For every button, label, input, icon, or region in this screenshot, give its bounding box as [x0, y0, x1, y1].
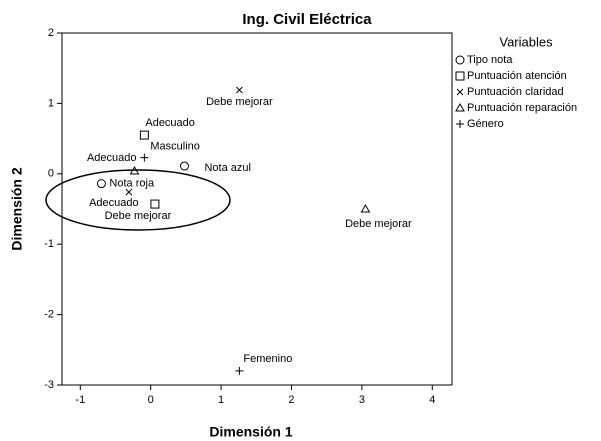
legend-label: Puntuación reparación [467, 102, 577, 114]
y-tick-label: 2 [48, 27, 54, 39]
marker [235, 366, 244, 375]
y-tick-label: -1 [44, 238, 54, 250]
y-tick-label: -2 [44, 309, 54, 321]
marker [455, 71, 465, 81]
marker [129, 165, 140, 175]
marker [455, 55, 465, 65]
marker-shape [150, 199, 160, 209]
point-label: Femenino [243, 353, 292, 365]
chart-title: Ing. Civil Eléctrica [242, 11, 372, 28]
marker [125, 188, 133, 196]
marker-shape [235, 366, 244, 375]
legend-label: Tipo nota [467, 54, 513, 66]
legend-label: Puntuación claridad [467, 86, 564, 98]
point-label: Adecuado [145, 117, 195, 129]
point-label: Adecuado [87, 152, 137, 164]
legend-title: Variables [499, 34, 553, 49]
x-tick-label: 4 [429, 394, 435, 406]
legend-label: Género [467, 118, 504, 130]
point-label: Masculino [150, 141, 200, 153]
marker-shape [96, 179, 106, 189]
marker-shape [179, 161, 189, 171]
point-label: Debe mejorar [206, 96, 273, 108]
point-label: Debe mejorar [345, 218, 412, 230]
x-axis-title: Dimensión 1 [209, 424, 292, 440]
legend-label: Puntuación atención [467, 70, 567, 82]
marker-shape [236, 86, 243, 94]
y-tick-label: -3 [44, 379, 54, 391]
marker [139, 130, 149, 140]
point-label: Debe mejorar [105, 210, 172, 222]
y-axis-title: Dimensión 2 [9, 167, 25, 250]
marker [456, 120, 464, 128]
marker-shape [360, 203, 371, 213]
plot-frame [61, 32, 453, 386]
marker-shape [456, 88, 464, 96]
x-tick-label: 1 [218, 394, 224, 406]
marker-shape [140, 153, 149, 162]
point-label: Nota roja [109, 178, 155, 190]
marker [96, 179, 106, 189]
marker-shape [129, 165, 140, 175]
y-tick-label: 1 [48, 97, 54, 109]
y-tick-label: 0 [48, 168, 54, 180]
marker [360, 203, 371, 213]
point-label: Adecuado [89, 197, 139, 209]
marker-shape [455, 71, 465, 81]
marker-shape [456, 120, 464, 128]
point-label: Nota azul [204, 162, 250, 174]
marker [140, 153, 149, 162]
x-tick-label: 3 [359, 394, 365, 406]
marker-shape [455, 102, 465, 112]
marker-shape [139, 130, 149, 140]
marker [456, 88, 464, 96]
marker-shape [455, 55, 465, 65]
x-tick-label: 2 [288, 394, 294, 406]
x-tick-label: 0 [148, 394, 154, 406]
highlight-ellipse [45, 169, 231, 231]
x-tick-label: -1 [75, 394, 85, 406]
marker-shape [125, 188, 133, 196]
marker [150, 199, 160, 209]
marker [179, 161, 189, 171]
marker [236, 86, 243, 94]
marker [455, 102, 465, 112]
